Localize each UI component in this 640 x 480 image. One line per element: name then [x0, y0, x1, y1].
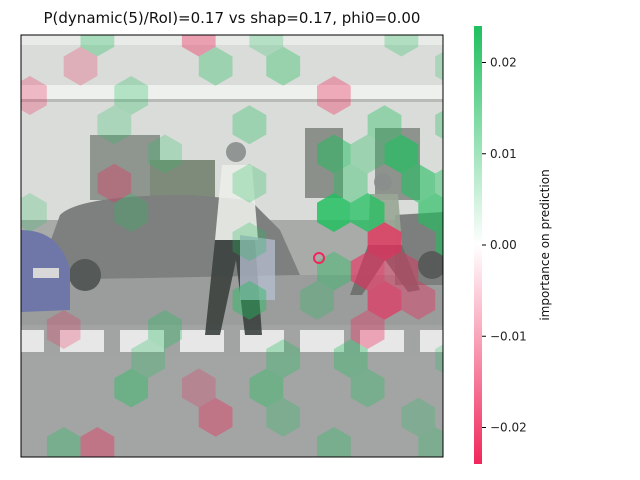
shap-hex-overlay — [21, 35, 520, 457]
shap-hex-cell — [80, 35, 115, 57]
shap-hex-cell — [249, 35, 284, 57]
shap-hex-cell — [350, 368, 385, 408]
shap-hex-cell — [300, 280, 334, 320]
zebra-crossing — [21, 325, 443, 355]
building-ledge — [21, 85, 443, 99]
shap-hex-cell — [435, 169, 443, 198]
shap-hex-cell — [232, 105, 267, 145]
shap-hex-cell — [384, 35, 419, 57]
colorbar-tick-label: −0.01 — [490, 329, 527, 343]
shap-hex-cell — [317, 134, 351, 174]
pedestrian-left — [205, 142, 275, 335]
shap-hex-cell — [384, 134, 419, 174]
shap-hex-cell — [435, 344, 443, 374]
shap-hex-cell — [317, 251, 351, 291]
background-photo — [21, 35, 443, 457]
shap-hex-cell — [249, 368, 284, 408]
shap-hex-cell — [333, 339, 368, 379]
shap-hex-cell — [317, 193, 351, 232]
shap-hex-cell — [350, 310, 385, 349]
shap-hex-cell — [367, 222, 402, 262]
shap-hex-cell — [350, 193, 385, 232]
window-left — [90, 135, 160, 200]
shap-hex-cell — [114, 193, 149, 232]
colorbar-tick-label: 0.02 — [490, 56, 517, 70]
plot-frame — [20, 34, 444, 458]
shap-hex-cell — [333, 163, 368, 203]
shap-hex-cell — [401, 163, 436, 203]
shap-hex-cell — [21, 76, 47, 115]
colorbar-tick-label: −0.02 — [490, 421, 527, 435]
shap-hex-cell — [148, 134, 182, 174]
shap-hex-cell — [21, 193, 47, 232]
shap-hex-cell — [148, 310, 182, 349]
colorbar-tick-label: 0.01 — [490, 147, 517, 161]
colorbar — [474, 26, 482, 464]
shap-hex-cell — [131, 339, 165, 379]
shap-hex-cell — [350, 251, 385, 291]
shap-hex-cell — [114, 76, 149, 115]
shrub — [150, 160, 215, 200]
shap-hex-cell — [367, 280, 402, 320]
shap-hex-cell — [317, 427, 351, 457]
shap-hex-cell — [367, 105, 402, 145]
shap-hex-cell — [63, 46, 98, 86]
shap-hex-cell — [266, 46, 301, 86]
shap-hex-cell — [384, 251, 419, 291]
shap-hex-cell — [198, 397, 233, 437]
colorbar-label: importance on prediction — [538, 169, 552, 320]
shap-hex-cell — [401, 280, 436, 320]
shap-hex-cell — [350, 134, 385, 174]
shap-hex-cell — [97, 163, 132, 203]
roi-marker — [313, 252, 325, 264]
shap-hex-cell — [435, 52, 443, 81]
colorbar-tick-label: 0.00 — [490, 238, 517, 252]
shap-hex-cell — [266, 397, 301, 437]
shap-hex-cell — [181, 35, 216, 57]
shap-hex-cell — [46, 427, 81, 457]
shap-hex-cell — [97, 105, 132, 145]
shap-hex-cell — [317, 76, 351, 115]
shap-hex-cell — [114, 368, 149, 408]
shap-hex-cell — [401, 397, 436, 437]
shap-hex-cell — [80, 427, 115, 457]
shap-hex-cell — [435, 110, 443, 140]
colorbar-ticks: 0.02 0.01 0.00 −0.01 −0.02 — [482, 56, 527, 435]
shap-hex-cell — [181, 368, 216, 408]
shap-hex-cell — [486, 193, 520, 232]
shap-hex-cell — [435, 227, 443, 257]
shap-hex-cell — [232, 163, 267, 203]
shap-hex-cell — [232, 280, 267, 320]
shap-hex-cell — [46, 310, 81, 349]
shap-hex-cell — [232, 222, 267, 262]
shap-hex-cell — [418, 193, 443, 232]
shap-hex-cell — [198, 46, 233, 86]
shap-hex-cell — [418, 427, 443, 457]
chart-title: P(dynamic(5)/RoI)=0.17 vs shap=0.17, phi… — [43, 9, 421, 27]
shap-hex-cell — [266, 339, 301, 379]
